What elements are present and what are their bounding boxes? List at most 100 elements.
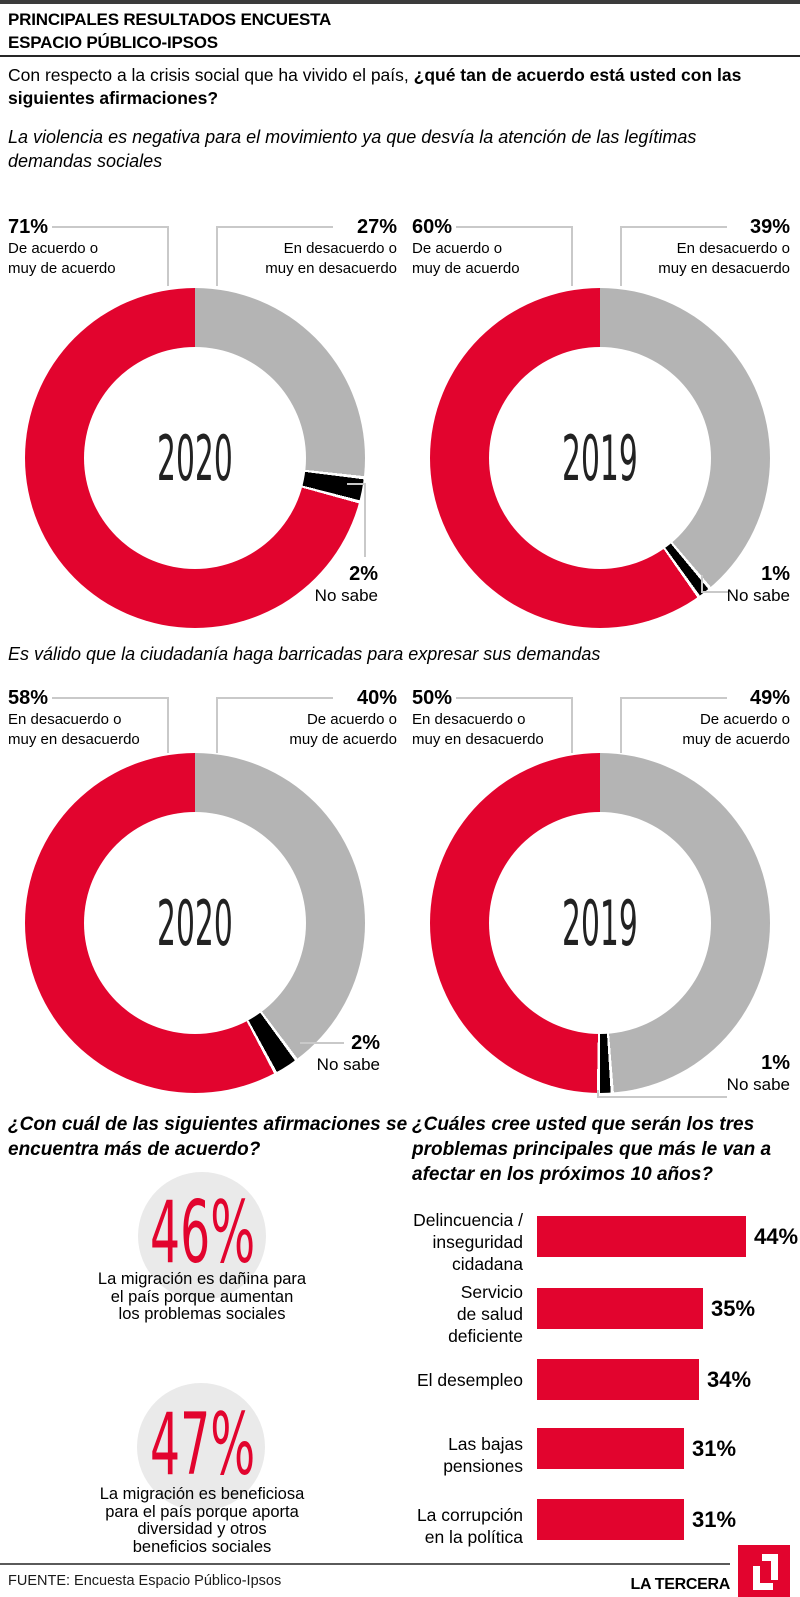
title-rule	[0, 55, 800, 57]
question-migracion: ¿Con cuál de las siguientes afirmaciones…	[8, 1114, 408, 1160]
big-number-caption: La migración es beneficiosa para el país…	[99, 1485, 305, 1556]
big-number-46: 46%	[105, 1183, 300, 1297]
donut-violencia-2019: 2019	[430, 288, 770, 628]
connector-line	[620, 226, 622, 286]
connector-line	[456, 697, 572, 699]
big-number-47: 47%	[105, 1395, 300, 1509]
bar-label-corrupcion: La corrupción en la política	[416, 1505, 523, 1547]
connector-line	[300, 1042, 344, 1044]
bar-salud	[537, 1288, 703, 1329]
connector-line	[347, 483, 365, 485]
big-number-caption: La migración es dañina para el país porq…	[97, 1270, 307, 1323]
label-text: De acuerdo o muy de acuerdo	[412, 240, 520, 277]
connector-line	[52, 697, 168, 699]
callout-no-sabe-2020: 2% No sabe	[260, 1032, 380, 1075]
callout-label: No sabe	[314, 586, 378, 605]
question-problemas: ¿Cuáles cree usted que serán los tres pr…	[412, 1114, 772, 1185]
callout-no-sabe-2020: 2% No sabe	[258, 563, 378, 606]
label-text: De acuerdo o muy de acuerdo	[289, 711, 397, 748]
label-text: En desacuerdo o muy en desacuerdo	[265, 240, 397, 277]
connector-line	[571, 697, 573, 753]
connector-line	[701, 575, 703, 593]
footer-rule	[0, 1563, 730, 1565]
label-text: En desacuerdo o muy en desacuerdo	[412, 711, 544, 748]
la-tercera-logo-icon	[738, 1545, 790, 1597]
donut-hole: 2019	[489, 347, 711, 569]
donut-year-label: 2019	[562, 421, 638, 495]
label-value: 50%	[412, 687, 453, 709]
source-text: FUENTE: Encuesta Espacio Público-Ipsos	[8, 1573, 282, 1589]
connector-line	[597, 1096, 727, 1098]
bar-pensiones	[537, 1428, 684, 1469]
bar-value: 44%	[754, 1223, 799, 1249]
callout-label: No sabe	[726, 1075, 790, 1094]
label-value: 40%	[356, 687, 397, 709]
connector-line	[217, 226, 333, 228]
connector-line	[167, 226, 169, 286]
donut-violencia-2020: 2020	[25, 288, 365, 628]
callout-value: 1%	[761, 1052, 790, 1074]
bar-row: 44%	[537, 1216, 798, 1257]
page-title: PRINCIPALES RESULTADOS ENCUESTA ESPACIO P…	[8, 8, 331, 54]
label-value: 60%	[412, 216, 453, 238]
bar-row: 34%	[537, 1359, 751, 1400]
donut-hole: 2020	[84, 347, 306, 569]
label-text: De acuerdo o muy de acuerdo	[8, 240, 116, 277]
label-2020-acuerdo: 40% De acuerdo o muy de acuerdo	[257, 687, 397, 749]
connector-line	[620, 697, 622, 753]
callout-no-sabe-2019: 1% No sabe	[670, 1052, 790, 1095]
bar-label-salud: Servicio de salud deficiente	[448, 1282, 523, 1346]
bar-row: 31%	[537, 1428, 736, 1469]
connector-line	[364, 483, 366, 557]
label-value: 58%	[8, 687, 49, 709]
callout-value: 2%	[351, 1032, 380, 1054]
connector-line	[167, 697, 169, 753]
label-value: 39%	[749, 216, 790, 238]
connector-line	[216, 226, 218, 286]
label-2019-desacuerdo: 50% En desacuerdo o muy en desacuerdo	[412, 687, 552, 749]
bar-label-pensiones: Las bajas pensiones	[443, 1434, 523, 1476]
donut-year-label: 2020	[157, 421, 233, 495]
bar-row: 35%	[537, 1288, 755, 1329]
callout-label: No sabe	[316, 1055, 380, 1074]
label-2020-acuerdo: 71% De acuerdo o muy de acuerdo	[8, 216, 148, 278]
connector-line	[597, 1090, 599, 1098]
label-value: 27%	[356, 216, 397, 238]
bar-label-delincuencia: Delincuencia / inseguridad cidadana	[413, 1210, 523, 1274]
label-2019-desacuerdo: 39% En desacuerdo o muy en desacuerdo	[650, 216, 790, 278]
statement-barricadas: Es válido que la ciudadanía haga barrica…	[8, 644, 601, 664]
connector-line	[456, 226, 572, 228]
intro-question: ¿qué tan de acuerdo está usted con las s…	[8, 65, 742, 108]
statement-violencia: La violencia es negativa para el movimie…	[8, 127, 697, 171]
title-line2: ESPACIO PÚBLICO-IPSOS	[8, 33, 218, 52]
connector-line	[52, 226, 168, 228]
label-2020-desacuerdo: 58% En desacuerdo o muy en desacuerdo	[8, 687, 148, 749]
label-text: En desacuerdo o muy en desacuerdo	[658, 240, 790, 277]
big-number-value: 47%	[149, 1395, 256, 1495]
donut-barricadas-2019: 2019	[430, 753, 770, 1093]
title-line1: PRINCIPALES RESULTADOS ENCUESTA	[8, 10, 332, 29]
bar-row: 31%	[537, 1499, 736, 1540]
connector-line	[621, 697, 727, 699]
bar-value: 35%	[711, 1295, 756, 1321]
label-2020-desacuerdo: 27% En desacuerdo o muy en desacuerdo	[257, 216, 397, 278]
bar-value: 31%	[692, 1506, 737, 1532]
callout-value: 2%	[349, 563, 378, 585]
top-rule	[0, 0, 800, 4]
brand-name: LA TERCERA	[630, 1576, 730, 1593]
big-number-value: 46%	[149, 1183, 256, 1283]
callout-label: No sabe	[726, 586, 790, 605]
bar-corrupcion	[537, 1499, 684, 1540]
stat-circle	[138, 1172, 266, 1300]
intro-regular: Con respecto a la crisis social que ha v…	[8, 65, 414, 85]
label-value: 49%	[749, 687, 790, 709]
donut-hole: 2019	[489, 812, 711, 1034]
bar-label-desempleo: El desempleo	[416, 1370, 523, 1390]
label-text: De acuerdo o muy de acuerdo	[682, 711, 790, 748]
donut-year-label: 2019	[562, 886, 638, 960]
connector-line	[571, 226, 573, 286]
label-value: 71%	[8, 216, 49, 238]
label-2019-acuerdo: 60% De acuerdo o muy de acuerdo	[412, 216, 552, 278]
bar-desempleo	[537, 1359, 699, 1400]
